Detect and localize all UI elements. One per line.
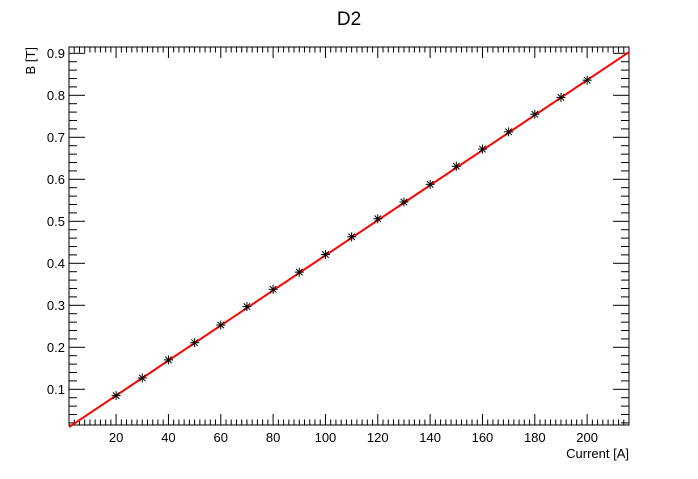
x-tick-label: 200 <box>576 430 598 445</box>
x-tick-label: 40 <box>161 430 175 445</box>
x-tick-label: 20 <box>109 430 123 445</box>
y-tick-label: 0.6 <box>47 172 65 187</box>
y-tick-label: 0.2 <box>47 340 65 355</box>
y-axis-label: B [T] <box>23 47 38 74</box>
data-point <box>216 320 226 330</box>
data-point <box>268 284 278 294</box>
data-points-layer <box>111 75 592 401</box>
data-point <box>320 249 330 259</box>
data-point <box>399 197 409 207</box>
y-tick-label: 0.3 <box>47 298 65 313</box>
data-point <box>111 391 121 401</box>
data-point <box>242 302 252 312</box>
data-point <box>163 355 173 365</box>
data-point <box>347 232 357 242</box>
x-tick-label: 100 <box>315 430 337 445</box>
x-tick-label: 120 <box>367 430 389 445</box>
x-tick-label: 160 <box>472 430 494 445</box>
data-point <box>504 127 514 137</box>
data-point <box>425 179 435 189</box>
data-point <box>137 373 147 383</box>
data-point <box>451 161 461 171</box>
data-point <box>373 214 383 224</box>
x-tick-label: 140 <box>419 430 441 445</box>
y-tick-label: 0.7 <box>47 130 65 145</box>
x-tick-label: 60 <box>214 430 228 445</box>
y-tick-label: 0.9 <box>47 46 65 61</box>
data-point <box>530 109 540 119</box>
data-point <box>556 92 566 102</box>
y-tick-label: 0.5 <box>47 214 65 229</box>
x-axis-label: Current [A] <box>566 446 629 461</box>
x-tick-label: 80 <box>266 430 280 445</box>
chart-title: D2 <box>337 9 361 30</box>
data-point <box>190 338 200 348</box>
y-tick-label: 0.8 <box>47 88 65 103</box>
y-axis-ticks: 0.1 0.2 0.3 0.4 0.5 0.6 0.7 0.8 0.9 <box>47 46 629 424</box>
y-tick-label: 0.4 <box>47 256 65 271</box>
y-tick-label: 0.1 <box>47 382 65 397</box>
x-tick-label: 180 <box>524 430 546 445</box>
data-point <box>294 267 304 277</box>
data-point <box>477 144 487 154</box>
data-point <box>582 75 592 85</box>
plot-frame <box>68 46 630 426</box>
x-axis-ticks: 20 40 60 80 100 120 140 160 180 200 <box>68 47 630 445</box>
